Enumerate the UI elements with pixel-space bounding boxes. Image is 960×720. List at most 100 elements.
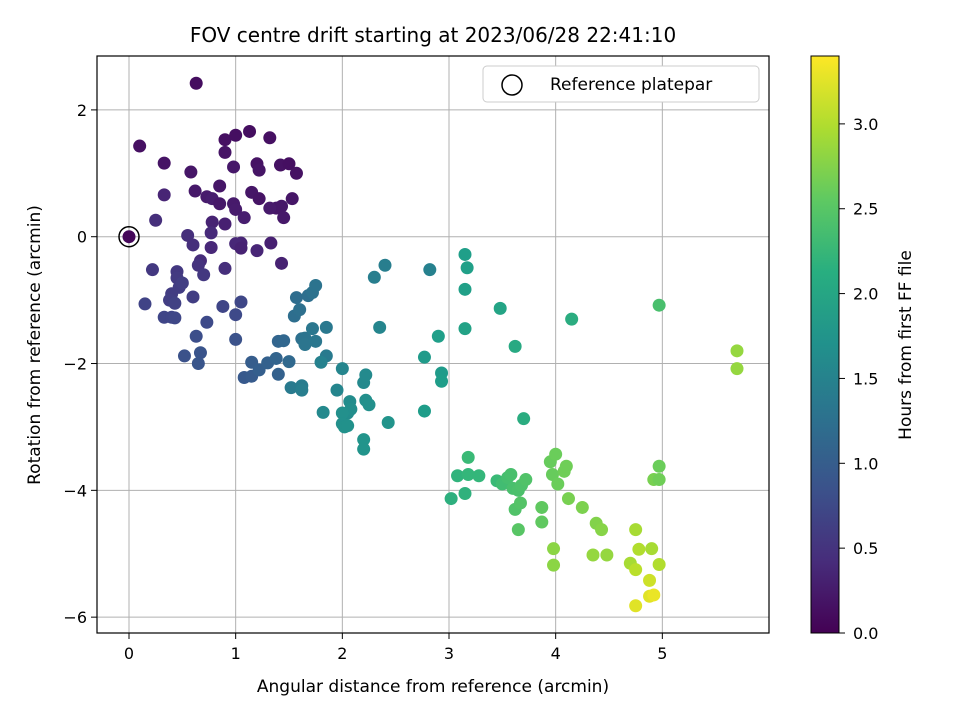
data-point [191,258,205,272]
data-point [730,344,744,358]
data-point [461,450,475,464]
data-point [285,192,299,206]
data-point [309,334,323,348]
data-point [229,332,243,346]
data-point [168,311,182,325]
data-point [460,261,474,275]
data-point [145,263,159,277]
reference-marker [118,225,140,248]
data-point [263,131,277,145]
data-point [186,238,200,252]
data-points [133,76,744,613]
data-point [275,199,289,213]
data-point [197,268,211,282]
colorbar-tick-label: 2.0 [853,285,878,304]
y-tick-label: −4 [63,481,87,500]
data-point [330,383,344,397]
data-point [181,228,195,242]
data-point [458,247,472,261]
data-point [184,165,198,179]
data-point [545,467,559,481]
y-tick-label: −6 [63,608,87,627]
x-tick-label: 4 [551,644,561,663]
data-point [547,542,561,556]
data-point [535,515,549,529]
data-point [293,303,307,317]
y-tick-label: 2 [77,101,87,120]
x-tick-label: 5 [657,644,667,663]
colorbar-label: Hours from first FF file [896,250,916,440]
data-point [188,184,202,198]
data-point [216,299,230,313]
data-point [575,500,589,514]
data-point [227,160,241,174]
data-point [319,320,333,334]
data-point [269,351,283,365]
data-point [357,433,371,447]
data-point [504,467,518,481]
data-point [632,542,646,556]
data-point [458,487,472,501]
y-axis-label: Rotation from reference (arcmin) [25,205,45,485]
data-point [289,291,303,305]
data-point [493,301,507,315]
chart-title: FOV centre drift starting at 2023/06/28 … [190,23,676,47]
data-point [189,76,203,90]
data-point [431,329,445,343]
legend-box [482,65,760,103]
data-point [138,297,152,311]
data-point [289,166,303,180]
data-point [417,404,431,418]
data-point [213,197,227,211]
data-point [551,477,565,491]
y-tick-label: 0 [77,228,87,247]
data-point [730,362,744,376]
colorbar-gradient [810,55,840,634]
data-point [218,145,232,159]
data-point [472,469,486,483]
data-point [511,523,525,537]
data-point [193,346,207,360]
data-point [458,282,472,296]
x-tick-label: 2 [337,644,347,663]
data-point [186,290,200,304]
colorbar-tick-label: 0.0 [853,624,878,643]
data-point [629,523,643,537]
x-axis-ticks: 0 1 2 3 4 5 [124,633,667,663]
data-point [284,381,298,395]
data-point [362,398,376,412]
data-point [513,496,527,510]
reference-point [122,230,136,244]
data-point [335,406,349,420]
reference-ring [118,225,140,248]
data-point [229,128,243,142]
data-point [237,211,251,225]
data-point [252,192,266,206]
data-point [458,322,472,336]
data-point [335,362,349,376]
data-point [243,124,257,138]
data-point [275,256,289,270]
plot-area [97,56,769,633]
data-point [168,296,182,310]
data-point [595,523,609,537]
data-point [549,447,563,461]
x-axis-label: Angular distance from reference (arcmin) [257,677,609,697]
data-point [367,270,381,284]
data-point [252,163,266,177]
data-point [200,315,214,329]
data-point [282,355,296,369]
data-point [189,329,203,343]
data-point [316,405,330,419]
grid [97,56,769,633]
data-point [600,548,614,562]
data-point [417,350,431,364]
data-point [517,412,531,426]
axes-frame [96,55,770,634]
y-tick-label: −2 [63,355,87,374]
data-point [381,415,395,429]
data-point [204,240,218,254]
data-point [277,334,291,348]
data-point [298,338,312,351]
